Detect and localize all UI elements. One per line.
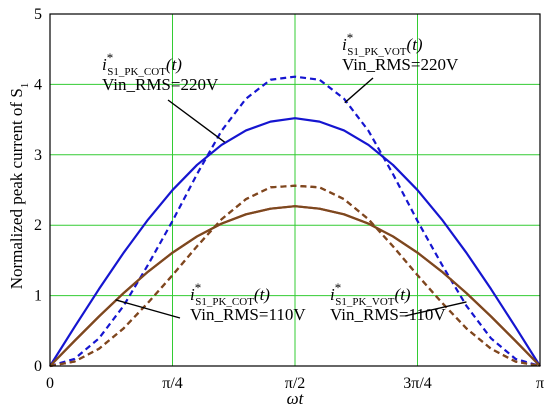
x-tick-label: π/4	[162, 375, 183, 392]
plot-frame	[49, 13, 541, 367]
x-tick-label: π	[536, 375, 544, 392]
annotation-cot-110: i* S1_PK_COT(t)Vin_RMS=110V	[115, 280, 306, 324]
annotation-symbol: i* S1_PK_COT(t)	[102, 50, 182, 78]
y-axis-label-text: Normalized peak current of S	[7, 88, 26, 289]
y-tick-label: 3	[34, 147, 42, 164]
tick-layer: 0 π/4 π/2 3π/4 π 0 1 2 3 4 5	[34, 6, 544, 392]
annotation-voltage-label: Vin_RMS=220V	[342, 55, 459, 74]
series-line-cot-110-brown	[49, 205, 541, 367]
annotation-vot-110: i* S1_PK_VOT(t)Vin_RMS=110V	[330, 280, 467, 324]
y-tick-label: 2	[34, 217, 42, 234]
annotation-pointer	[167, 99, 226, 143]
x-tick-label: π/2	[285, 375, 306, 392]
y-axis-label: Normalized peak current of S1	[7, 83, 31, 290]
series-line-vot-220	[49, 75, 541, 368]
y-tick-label: 5	[34, 6, 42, 23]
plot-border	[49, 13, 541, 367]
y-tick-label: 1	[34, 288, 42, 305]
series-layer	[49, 75, 541, 368]
x-axis-label: ωt	[287, 389, 305, 408]
x-tick-label: 0	[46, 375, 54, 392]
y-tick-label: 0	[34, 358, 42, 375]
annotation-cot-220: i* S1_PK_COT(t)Vin_RMS=220V	[102, 50, 226, 143]
annotation-voltage-label: Vin_RMS=110V	[190, 305, 306, 324]
annotation-voltage-label: Vin_RMS=110V	[330, 305, 446, 324]
annotation-voltage-label: Vin_RMS=220V	[102, 75, 219, 94]
annotation-symbol: i* S1_PK_VOT(t)	[342, 30, 423, 58]
annotation-vot-220: i* S1_PK_VOT(t)Vin_RMS=220V	[342, 30, 459, 104]
annotation-pointer	[115, 299, 181, 319]
annotation-symbol: i* S1_PK_COT(t)	[190, 280, 270, 308]
series-line-vot-110-brown	[49, 184, 541, 368]
y-axis-label-subscript: 1	[19, 83, 31, 89]
annotation-pointer	[344, 77, 374, 104]
x-tick-label: 3π/4	[403, 375, 432, 392]
y-tick-label: 4	[34, 76, 42, 93]
annotation-pointer	[404, 301, 467, 317]
annotation-symbol: i* S1_PK_VOT(t)	[330, 280, 411, 308]
series-line-cot-220	[49, 117, 541, 367]
